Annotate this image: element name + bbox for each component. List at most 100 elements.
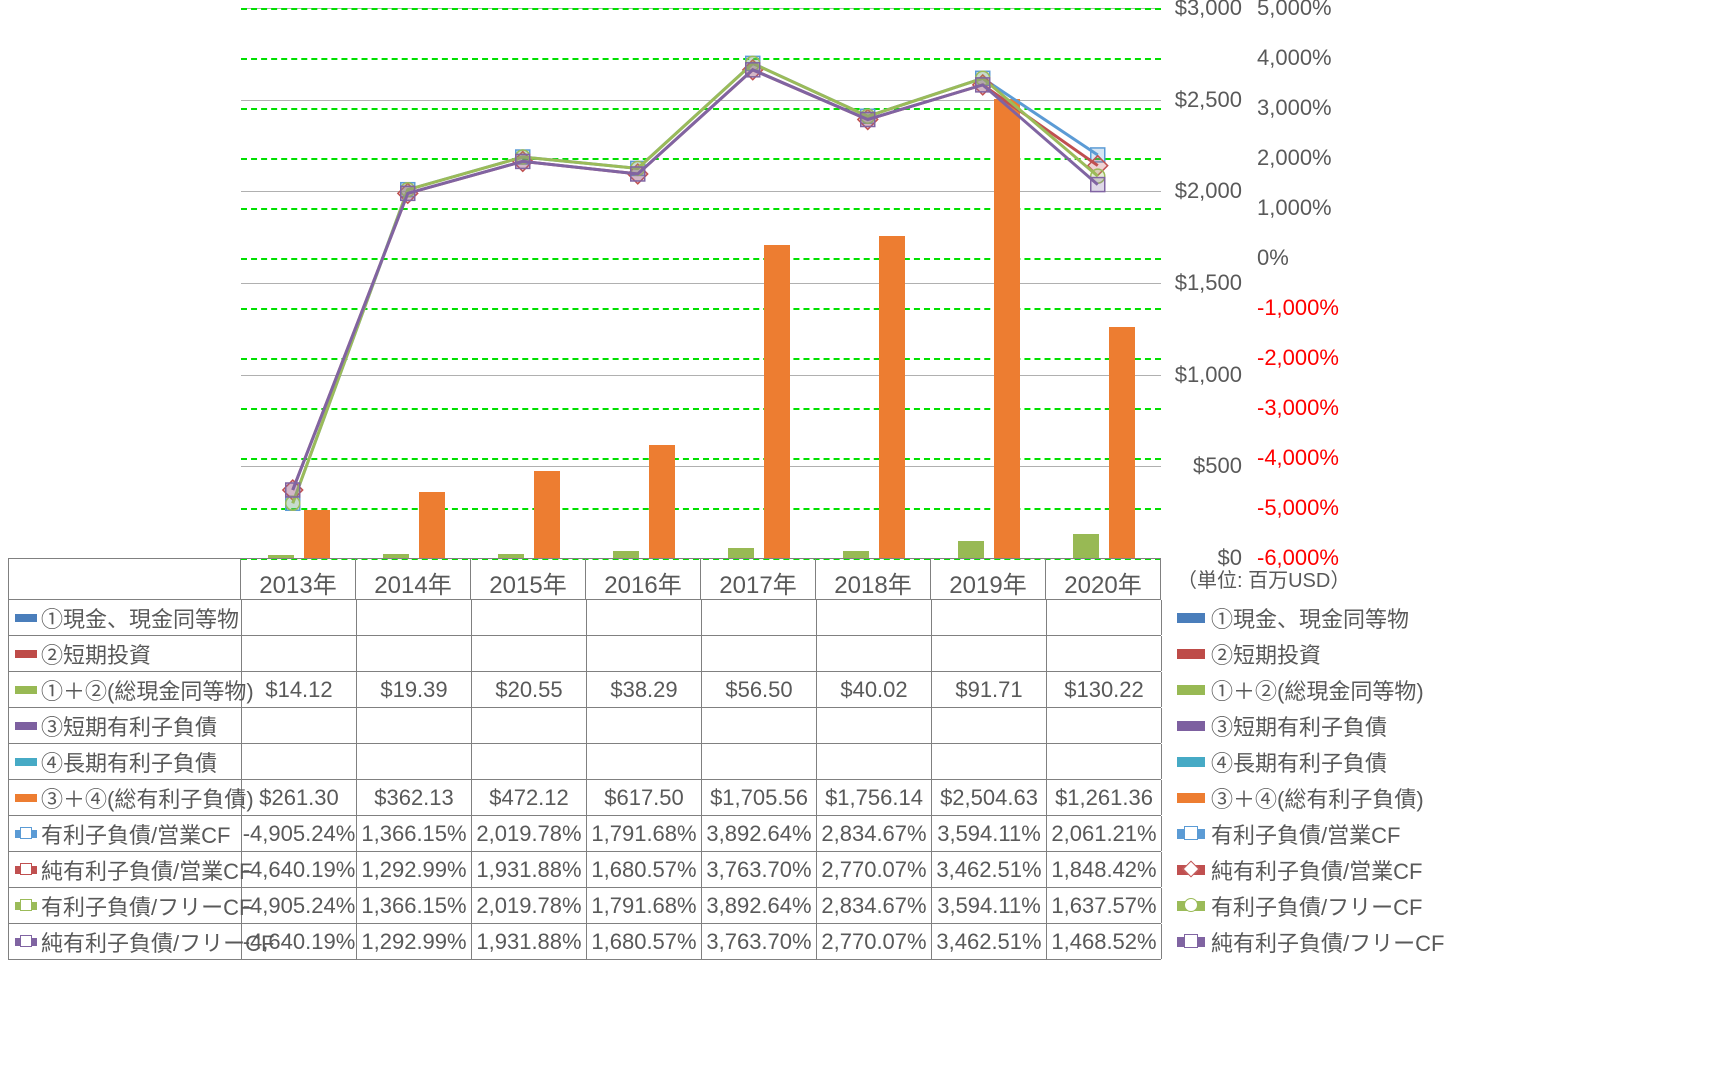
legend-swatch <box>1177 901 1205 911</box>
cell-st_invest-1 <box>357 636 472 671</box>
table-row-total_cash: ①＋②(総現金同等物)$14.12$19.39$20.55$38.29$56.5… <box>8 672 1161 708</box>
row-label-cash: ①現金、現金同等物 <box>9 600 242 635</box>
left-axis-tick-label: $2,500 <box>1167 87 1242 113</box>
legend-swatch <box>1177 829 1205 839</box>
cell-total_debt-7: $1,261.36 <box>1047 780 1162 815</box>
legend-item-total_debt: ③＋④(総有利子負債) <box>1177 780 1457 816</box>
legend-swatch <box>1177 685 1205 695</box>
row-label-text: ④長期有利子負債 <box>41 746 217 778</box>
cell-debt_fcf-2: 2,019.78% <box>472 888 587 923</box>
table-row-cash: ①現金、現金同等物 <box>8 600 1161 636</box>
cell-st_invest-5 <box>817 636 932 671</box>
left-axis-tick-label: $1,500 <box>1167 270 1242 296</box>
row-label-text: 純有利子負債/営業CF <box>41 854 252 886</box>
cell-st_invest-7 <box>1047 636 1162 671</box>
marker-netdbt_fcf <box>976 78 990 92</box>
cell-cash-5 <box>817 600 932 635</box>
x-category-label: 2013年 <box>241 558 356 600</box>
table-row-st_debt: ③短期有利子負債 <box>8 708 1161 744</box>
cell-total_cash-3: $38.29 <box>587 672 702 707</box>
legend-label: 純有利子負債/フリーCF <box>1211 926 1444 958</box>
table-row-debt_fcf: 有利子負債/フリーCF-4,905.24%1,366.15%2,019.78%1… <box>8 888 1161 924</box>
right-axis-tick-label: 5,000% <box>1257 0 1367 21</box>
marker-netdbt_fcf <box>861 112 875 126</box>
cell-lt_debt-1 <box>357 744 472 779</box>
cell-netdbt_fcf-2: 1,931.88% <box>472 924 587 959</box>
unit-label: （単位: 百万USD） <box>1177 564 1350 593</box>
cell-st_debt-6 <box>932 708 1047 743</box>
cell-debt_ocf-1: 1,366.15% <box>357 816 472 851</box>
legend-label: ③＋④(総有利子負債) <box>1211 782 1424 814</box>
cell-total_debt-1: $362.13 <box>357 780 472 815</box>
table-row-netdbt_ocf: 純有利子負債/営業CF-4,640.19%1,292.99%1,931.88%1… <box>8 852 1161 888</box>
legend-label: ②短期投資 <box>1211 638 1321 670</box>
line-netdbt_ocf <box>293 70 1098 490</box>
legend-swatch <box>1177 757 1205 767</box>
row-swatch-total_cash <box>15 686 37 694</box>
cell-cash-0 <box>242 600 357 635</box>
cell-st_invest-2 <box>472 636 587 671</box>
marker-debt_fcf <box>286 496 300 510</box>
legend-label: ④長期有利子負債 <box>1211 746 1387 778</box>
cell-netdbt_ocf-4: 3,763.70% <box>702 852 817 887</box>
row-swatch-lt_debt <box>15 758 37 766</box>
row-label-text: ③短期有利子負債 <box>41 710 217 742</box>
table-row-st_invest: ②短期投資 <box>8 636 1161 672</box>
marker-netdbt_fcf <box>631 167 645 181</box>
cell-debt_fcf-6: 3,594.11% <box>932 888 1047 923</box>
row-label-text: ③＋④(総有利子負債) <box>41 782 254 814</box>
cell-total_cash-1: $19.39 <box>357 672 472 707</box>
cell-total_cash-0: $14.12 <box>242 672 357 707</box>
right-axis-tick-label: 0% <box>1257 245 1367 271</box>
legend-item-st_invest: ②短期投資 <box>1177 636 1457 672</box>
cell-st_debt-5 <box>817 708 932 743</box>
cell-netdbt_fcf-4: 3,763.70% <box>702 924 817 959</box>
line-overlay <box>241 8 1161 558</box>
cell-netdbt_fcf-6: 3,462.51% <box>932 924 1047 959</box>
row-label-text: ①＋②(総現金同等物) <box>41 674 254 706</box>
row-label-text: ①現金、現金同等物 <box>41 602 239 634</box>
cell-cash-6 <box>932 600 1047 635</box>
legend-label: ①現金、現金同等物 <box>1211 602 1409 634</box>
cell-st_debt-4 <box>702 708 817 743</box>
row-swatch-debt_ocf <box>15 830 37 838</box>
right-axis-tick-label: 2,000% <box>1257 145 1367 171</box>
row-label-total_debt: ③＋④(総有利子負債) <box>9 780 242 815</box>
right-axis-tick-label: -3,000% <box>1257 395 1367 421</box>
legend-item-cash: ①現金、現金同等物 <box>1177 600 1457 636</box>
cell-debt_fcf-4: 3,892.64% <box>702 888 817 923</box>
legend-swatch <box>1177 721 1205 731</box>
cell-cash-3 <box>587 600 702 635</box>
cell-debt_ocf-0: -4,905.24% <box>242 816 357 851</box>
cell-netdbt_fcf-7: 1,468.52% <box>1047 924 1162 959</box>
cell-st_invest-0 <box>242 636 357 671</box>
cell-lt_debt-7 <box>1047 744 1162 779</box>
cell-total_debt-6: $2,504.63 <box>932 780 1047 815</box>
line-debt_fcf <box>293 63 1098 503</box>
cell-netdbt_ocf-2: 1,931.88% <box>472 852 587 887</box>
legend-label: ①＋②(総現金同等物) <box>1211 674 1424 706</box>
cell-lt_debt-2 <box>472 744 587 779</box>
cell-st_debt-7 <box>1047 708 1162 743</box>
cell-total_debt-4: $1,705.56 <box>702 780 817 815</box>
cell-cash-2 <box>472 600 587 635</box>
legend-item-netdbt_fcf: 純有利子負債/フリーCF <box>1177 924 1457 960</box>
legend-label: 有利子負債/営業CF <box>1211 818 1400 850</box>
cell-lt_debt-6 <box>932 744 1047 779</box>
line-debt_ocf <box>293 63 1098 503</box>
cell-total_cash-4: $56.50 <box>702 672 817 707</box>
cell-total_debt-2: $472.12 <box>472 780 587 815</box>
marker-netdbt_fcf <box>286 483 300 497</box>
cell-netdbt_ocf-5: 2,770.07% <box>817 852 932 887</box>
legend-item-debt_fcf: 有利子負債/フリーCF <box>1177 888 1457 924</box>
left-axis-tick-label: $2,000 <box>1167 178 1242 204</box>
x-category-label: 2017年 <box>701 558 816 600</box>
cell-st_debt-0 <box>242 708 357 743</box>
cell-debt_ocf-5: 2,834.67% <box>817 816 932 851</box>
table-row-lt_debt: ④長期有利子負債 <box>8 744 1161 780</box>
x-category-label: 2014年 <box>356 558 471 600</box>
cell-total_debt-3: $617.50 <box>587 780 702 815</box>
cell-netdbt_fcf-5: 2,770.07% <box>817 924 932 959</box>
row-label-text: ②短期投資 <box>41 638 151 670</box>
left-axis-tick-label: $500 <box>1167 453 1242 479</box>
